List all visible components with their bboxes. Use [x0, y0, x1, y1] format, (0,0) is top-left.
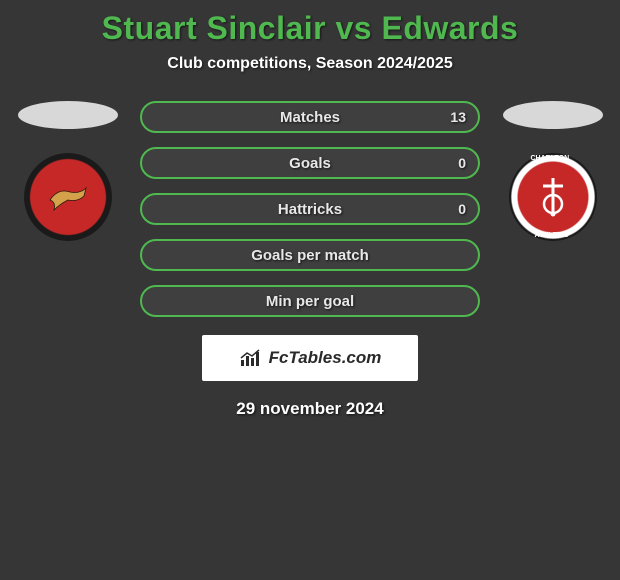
charlton-sword-icon — [528, 172, 578, 222]
stat-row-min-per-goal: Min per goal — [140, 285, 480, 317]
crest-text-top: CHARLTON — [531, 155, 570, 162]
stat-value-right: 0 — [458, 155, 466, 171]
stats-column: Matches 13 Goals 0 Hattricks 0 Goals per… — [140, 101, 480, 317]
branding-box[interactable]: FcTables.com — [202, 335, 418, 381]
club-crest-charlton: CHARLTON ATHLETIC — [509, 153, 597, 241]
comparison-widget: Stuart Sinclair vs Edwards Club competit… — [0, 0, 620, 419]
club-crest-walsall — [24, 153, 112, 241]
player-left-placeholder — [18, 101, 118, 129]
branding-text: FcTables.com — [269, 348, 382, 368]
stat-label: Matches — [280, 109, 340, 126]
main-row: Matches 13 Goals 0 Hattricks 0 Goals per… — [0, 101, 620, 317]
player-right-column: CHARLTON ATHLETIC — [500, 101, 605, 241]
stat-row-goals-per-match: Goals per match — [140, 239, 480, 271]
crest-text-bottom: ATHLETIC — [535, 232, 569, 239]
date-text: 29 november 2024 — [0, 399, 620, 419]
stat-row-matches: Matches 13 — [140, 101, 480, 133]
page-subtitle: Club competitions, Season 2024/2025 — [0, 55, 620, 73]
player-right-placeholder — [503, 101, 603, 129]
stat-label: Goals — [289, 155, 331, 172]
stat-label: Min per goal — [266, 293, 354, 310]
stat-label: Goals per match — [251, 247, 369, 264]
page-title: Stuart Sinclair vs Edwards — [0, 10, 620, 47]
walsall-bird-icon — [46, 182, 90, 212]
stat-label: Hattricks — [278, 201, 342, 218]
stat-row-goals: Goals 0 — [140, 147, 480, 179]
fctables-chart-icon — [239, 348, 263, 368]
stat-value-right: 13 — [450, 109, 466, 125]
player-left-column — [15, 101, 120, 241]
stat-value-right: 0 — [458, 201, 466, 217]
stat-row-hattricks: Hattricks 0 — [140, 193, 480, 225]
